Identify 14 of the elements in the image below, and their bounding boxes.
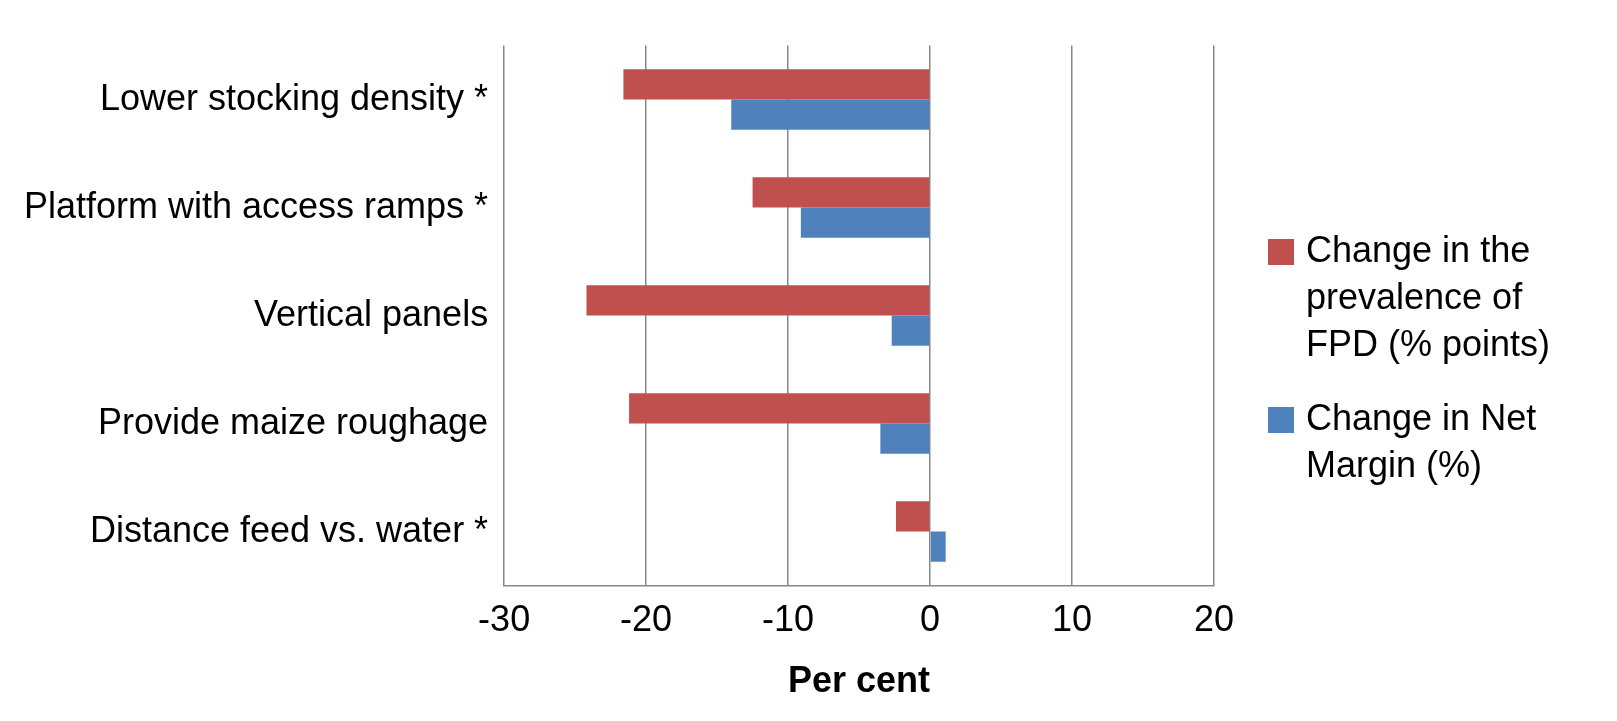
x-tick-label: -30: [478, 598, 531, 640]
x-tick-label: 0: [920, 598, 941, 640]
y-tick-label: Distance feed vs. water *: [89, 508, 489, 550]
y-tick-label: Lower stocking density *: [99, 76, 489, 118]
y-tick-label: Vertical panels: [253, 292, 489, 334]
y-tick-label: Platform with access ramps *: [23, 184, 489, 226]
x-tick-label: 20: [1193, 598, 1234, 640]
x-tick-label: 10: [1051, 598, 1093, 640]
y-tick-label: Provide maize roughage: [97, 400, 489, 442]
x-tick-label: -20: [620, 598, 673, 640]
legend-label: Change in Net Margin (%): [1306, 396, 1538, 488]
x-axis-title: Per cent: [788, 659, 931, 701]
x-tick-label: -10: [762, 598, 815, 640]
legend-label: Change in the prevalence of FPD (% points): [1306, 228, 1552, 366]
